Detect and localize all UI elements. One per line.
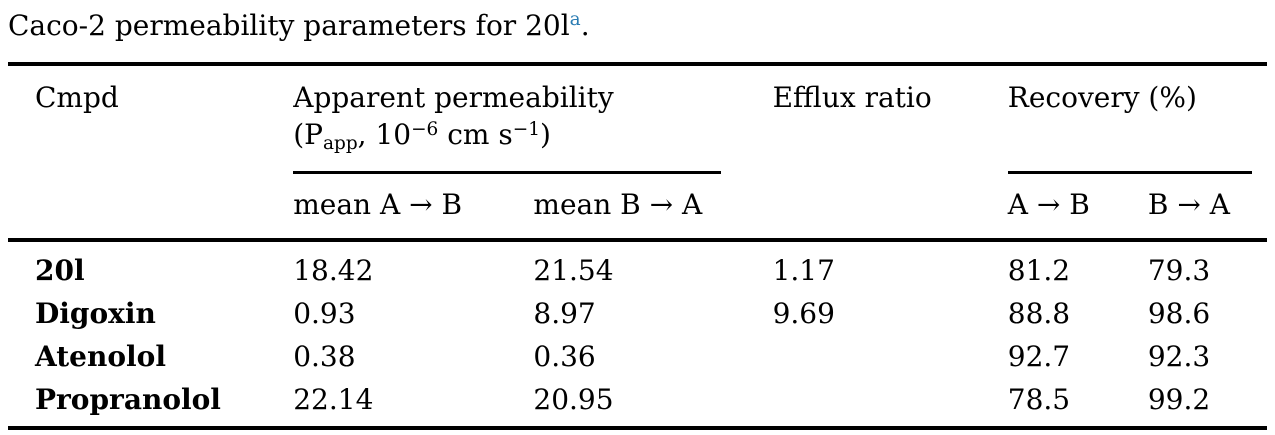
apparent-permeability-line1: Apparent permeability <box>293 81 614 114</box>
cell-recovery-b-to-a: 92.3 <box>1147 340 1211 373</box>
cell-recovery-a-to-b: 81.2 <box>1007 238 1148 292</box>
cell-recovery-b-to-a: 99.2 <box>1147 383 1211 416</box>
cell-mean-a-to-b: 18.42 <box>293 238 534 292</box>
caco2-permeability-table: Cmpd Apparent permeability (Papp, 10−6 c… <box>8 62 1267 430</box>
apparent-permeability-formula: (Papp, 10−6 cm s−1) <box>293 118 551 155</box>
title-text: Caco-2 permeability parameters for 20l <box>8 9 570 42</box>
table-row: Digoxin 0.93 8.97 9.69 88.8 98.6 <box>8 292 1267 335</box>
cell-efflux-ratio <box>773 378 1008 428</box>
cell-efflux-ratio: 9.69 <box>772 297 835 330</box>
subheader-mean-a-to-b: mean A → B <box>293 188 463 221</box>
subheader-recovery-a-to-b: A → B <box>1007 188 1090 221</box>
cell-recovery-a-to-b: 92.7 <box>1007 340 1071 373</box>
recovery-label: Recovery (%) <box>1007 81 1197 114</box>
cell-recovery-a-to-b: 78.5 <box>1007 383 1071 416</box>
footnote-marker: a <box>569 8 581 30</box>
table-header: Cmpd Apparent permeability (Papp, 10−6 c… <box>8 64 1267 240</box>
cell-recovery-b-to-a: 79.3 <box>1147 238 1267 292</box>
table-row: 20l 18.42 21.54 1.17 81.2 79.3 <box>8 238 1267 292</box>
cell-mean-a-to-b: 22.14 <box>293 383 374 416</box>
cell-cmpd: Atenolol <box>35 340 166 373</box>
cell-recovery-b-to-a: 98.6 <box>1147 297 1211 330</box>
title-period: . <box>580 9 590 42</box>
table-row: Atenolol 0.38 0.36 92.7 92.3 <box>8 335 1267 378</box>
subheader-mean-b-to-a: mean B → A <box>533 188 703 221</box>
cell-mean-b-to-a: 0.36 <box>533 340 596 373</box>
col-header-efflux-ratio: Efflux ratio <box>772 81 932 114</box>
col-header-cmpd: Cmpd <box>35 81 119 114</box>
cell-efflux-ratio <box>773 335 1008 378</box>
cell-mean-b-to-a: 20.95 <box>533 383 614 416</box>
recovery-span-rule: Recovery (%) <box>1007 79 1252 174</box>
cell-mean-b-to-a: 21.54 <box>533 238 773 292</box>
cell-mean-a-to-b: 0.38 <box>293 340 356 373</box>
cell-recovery-a-to-b: 88.8 <box>1007 297 1071 330</box>
subheader-recovery-b-to-a: B → A <box>1147 188 1230 221</box>
cell-cmpd: 20l <box>8 238 294 292</box>
apparent-permeability-span-rule: Apparent permeability (Papp, 10−6 cm s−1… <box>293 79 721 174</box>
cell-cmpd: Propranolol <box>35 383 221 416</box>
cell-cmpd: Digoxin <box>35 297 156 330</box>
col-header-apparent-permeability: Apparent permeability (Papp, 10−6 cm s−1… <box>293 64 772 174</box>
col-header-recovery: Recovery (%) <box>1007 64 1267 174</box>
cell-mean-b-to-a: 8.97 <box>533 297 596 330</box>
cell-mean-a-to-b: 0.93 <box>293 297 356 330</box>
table-body: 20l 18.42 21.54 1.17 81.2 79.3 Digoxin 0… <box>8 238 1267 428</box>
cell-efflux-ratio: 1.17 <box>772 238 1008 292</box>
header-sub-row: mean A → B mean B → A A → B B → A <box>8 174 1267 240</box>
page-title: Caco-2 permeability parameters for 20la. <box>8 6 1267 50</box>
header-group-row: Cmpd Apparent permeability (Papp, 10−6 c… <box>8 64 1267 174</box>
table-row: Propranolol 22.14 20.95 78.5 99.2 <box>8 378 1267 428</box>
